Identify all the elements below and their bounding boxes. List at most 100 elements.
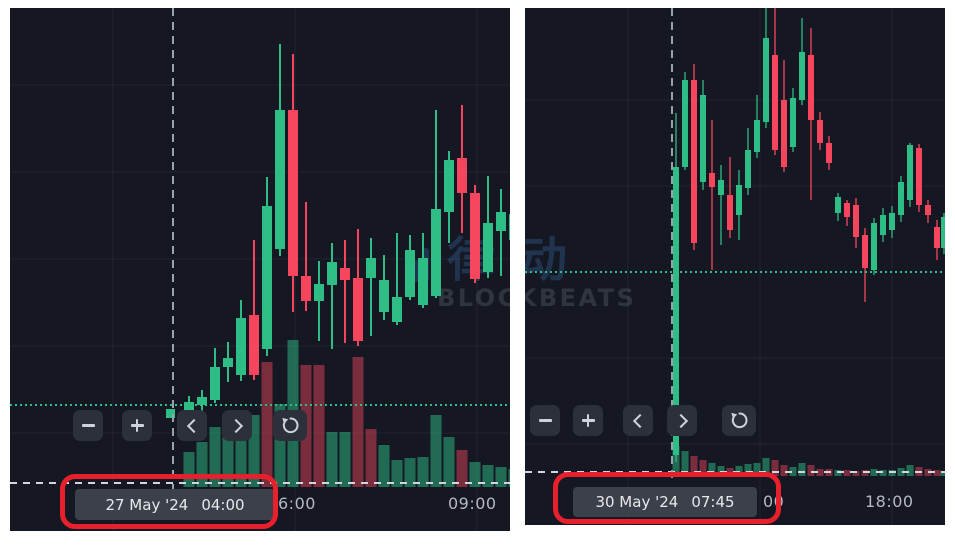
volume-bar	[699, 460, 707, 476]
candle-body	[727, 195, 733, 230]
volume-bar	[708, 463, 716, 476]
volume-bar	[456, 450, 468, 487]
reset-view-button[interactable]	[722, 405, 756, 436]
candle-body	[844, 203, 850, 217]
volume-bar	[816, 469, 824, 476]
candle-body	[754, 120, 760, 152]
volume-bar	[495, 467, 507, 487]
volume-bar	[261, 362, 273, 487]
volume-bar	[690, 456, 698, 476]
reset-icon	[281, 417, 299, 434]
candlestick-chart	[10, 8, 510, 531]
candle-body	[314, 284, 324, 301]
candle-body	[301, 276, 311, 301]
candle-body	[457, 158, 467, 193]
volume-bar	[906, 465, 914, 476]
candle-body	[236, 318, 246, 375]
volume-bar	[852, 471, 860, 476]
candle-body	[925, 205, 931, 215]
candle-body	[916, 148, 922, 205]
volume-bar	[274, 404, 286, 487]
time-axis-label: 6:00	[278, 494, 316, 513]
candle-body	[826, 143, 832, 163]
candle-body	[745, 150, 751, 188]
volume-bar	[726, 468, 734, 476]
candle-body	[405, 250, 415, 297]
candle-body	[444, 160, 454, 212]
candle-body	[941, 217, 945, 248]
volume-bar	[391, 460, 403, 487]
candle-body	[379, 280, 389, 312]
candle-body	[736, 185, 742, 215]
minus-icon	[81, 424, 95, 427]
zoom-in-button[interactable]	[122, 410, 152, 441]
volume-bar	[183, 452, 195, 487]
reset-view-button[interactable]	[273, 410, 307, 441]
tooltip-time: 07:45	[691, 493, 735, 511]
chevron-right-icon	[228, 418, 243, 433]
scroll-left-button[interactable]	[623, 405, 653, 436]
candlestick-chart	[525, 8, 945, 525]
volume-bar	[222, 430, 234, 487]
time-axis[interactable]: 6:00 09:00	[10, 491, 510, 525]
volume-bar	[897, 468, 905, 476]
chart-panel-left: 律动 BLOCKBEATS 6:00 09:00 27 May '24 04:0…	[10, 8, 510, 531]
volume-bar	[339, 432, 351, 487]
volume-bar	[762, 458, 770, 476]
chevron-left-icon	[186, 418, 201, 433]
volume-bar	[235, 426, 247, 487]
volume-bar	[313, 365, 325, 487]
candle-body	[790, 98, 796, 147]
scroll-left-button[interactable]	[177, 410, 207, 441]
volume-bar	[248, 415, 260, 487]
volume-bar	[771, 460, 779, 476]
candle-body	[781, 100, 787, 167]
candle-body	[871, 223, 877, 270]
time-axis-label: 00	[763, 492, 785, 511]
candle-body	[763, 38, 769, 122]
zoom-out-button[interactable]	[530, 405, 560, 436]
volume-bar	[753, 463, 761, 476]
candle-body	[340, 268, 350, 280]
tooltip-time: 04:00	[201, 495, 245, 514]
volume-bar	[681, 451, 689, 476]
candle-body	[898, 182, 904, 215]
tooltip-date: 27 May '24	[105, 495, 189, 514]
volume-bar	[843, 470, 851, 476]
volume-bar	[404, 458, 416, 487]
time-axis-label: 09:00	[448, 494, 497, 513]
candle-body	[210, 367, 220, 400]
candle-body	[934, 227, 940, 248]
candle-body	[366, 258, 376, 278]
candle-body	[184, 402, 194, 410]
candle-body	[808, 55, 814, 120]
candle-body	[197, 397, 207, 405]
volume-bar	[482, 465, 494, 487]
candle-body	[682, 80, 688, 167]
time-axis-label: 18:00	[865, 492, 914, 511]
crosshair-date-tooltip: 27 May '24 04:00	[75, 489, 275, 520]
volume-bar	[196, 442, 208, 487]
zoom-out-button[interactable]	[73, 410, 103, 441]
scroll-right-button[interactable]	[667, 405, 697, 436]
candle-body	[496, 212, 506, 231]
candle-body	[262, 206, 272, 349]
volume-bar	[940, 471, 945, 476]
volume-bar	[780, 465, 788, 476]
volume-bar	[352, 357, 364, 487]
volume-bar	[807, 465, 815, 476]
candle-body	[673, 167, 679, 455]
scroll-right-button[interactable]	[222, 410, 252, 441]
volume-bar	[508, 469, 510, 487]
volume-bar	[789, 467, 797, 476]
candle-body	[691, 80, 697, 243]
chevron-right-icon	[673, 413, 688, 428]
volume-bar	[378, 445, 390, 487]
zoom-in-button[interactable]	[573, 405, 603, 436]
reset-icon	[730, 412, 748, 429]
candle-body	[392, 297, 402, 322]
volume-bar	[798, 463, 806, 476]
candle-body	[772, 55, 778, 150]
volume-bar	[443, 437, 455, 487]
candle-body	[880, 215, 886, 235]
